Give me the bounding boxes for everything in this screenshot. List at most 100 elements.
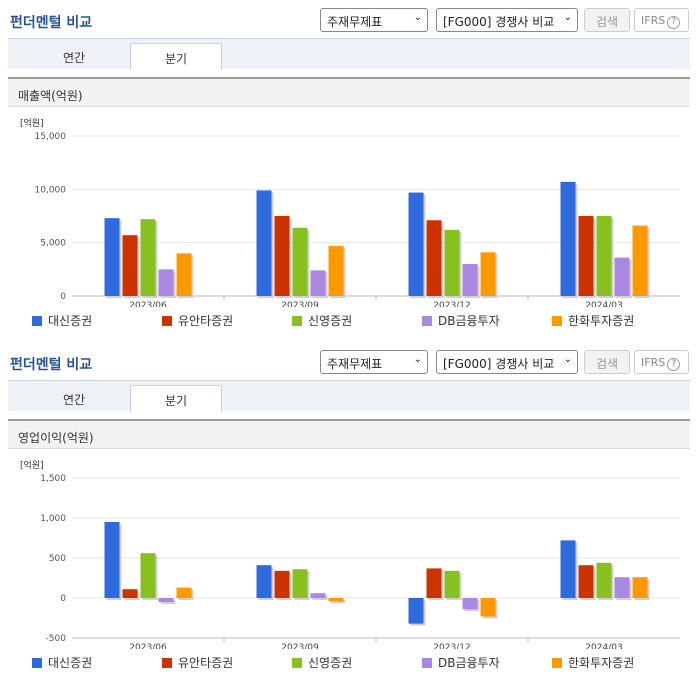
ifrs-help-button[interactable]: IFRS? bbox=[634, 8, 689, 32]
bar bbox=[560, 181, 576, 296]
search-button[interactable]: 검색 bbox=[584, 350, 630, 374]
legend-item[interactable]: 대신증권 bbox=[32, 312, 92, 329]
bar bbox=[426, 568, 442, 598]
x-tick-label: 2024/03 bbox=[585, 301, 622, 307]
bar bbox=[578, 565, 594, 598]
ifrs-help-button[interactable]: IFRS? bbox=[634, 350, 689, 374]
bar bbox=[176, 587, 192, 598]
help-icon: ? bbox=[667, 358, 681, 371]
bar bbox=[444, 229, 460, 296]
x-tick-label: 2024/03 bbox=[585, 643, 622, 649]
legend-swatch bbox=[32, 316, 42, 326]
search-button[interactable]: 검색 bbox=[584, 8, 630, 32]
legend-swatch bbox=[422, 658, 432, 668]
help-icon: ? bbox=[667, 16, 681, 29]
peer-select[interactable]: [FG000] 경쟁사 비교 ⌄ bbox=[436, 8, 578, 32]
legend-item[interactable]: 유안타증권 bbox=[162, 654, 233, 671]
legend-item[interactable]: 유안타증권 bbox=[162, 312, 233, 329]
y-tick-label: 5,000 bbox=[40, 239, 66, 249]
legend-item[interactable]: 신영증권 bbox=[292, 312, 352, 329]
legend-label: 대신증권 bbox=[48, 314, 93, 328]
bar bbox=[104, 522, 120, 598]
x-tick-label: 2023/06 bbox=[129, 301, 167, 307]
legend-label: DB금융투자 bbox=[438, 314, 500, 328]
chevron-down-icon: ⌄ bbox=[413, 12, 422, 23]
bar bbox=[104, 218, 120, 296]
bar bbox=[122, 235, 138, 296]
legend-label: 신영증권 bbox=[308, 656, 353, 670]
peer-select-value: [FG000] 경쟁사 비교 bbox=[443, 15, 555, 29]
y-tick-label: 15,000 bbox=[35, 132, 67, 142]
legend-swatch bbox=[32, 658, 42, 668]
legend-swatch bbox=[422, 316, 432, 326]
y-tick-label: 0 bbox=[60, 292, 66, 302]
bar bbox=[256, 190, 272, 296]
panel-title: 펀더멘털 비교 bbox=[10, 357, 93, 373]
bar bbox=[596, 216, 612, 296]
period-tabs: 연간 분기 bbox=[8, 380, 690, 412]
legend-item[interactable]: DB금융투자 bbox=[422, 312, 500, 329]
statement-select[interactable]: 주재무제표 ⌄ bbox=[320, 8, 428, 32]
legend-swatch bbox=[552, 316, 562, 326]
y-tick-label: 10,000 bbox=[35, 185, 67, 195]
bar bbox=[408, 192, 424, 296]
bar bbox=[158, 598, 174, 602]
bar bbox=[292, 569, 308, 598]
legend-swatch bbox=[292, 316, 302, 326]
peer-select-value: [FG000] 경쟁사 비교 bbox=[443, 357, 555, 371]
bar bbox=[256, 565, 272, 598]
tab-quarterly[interactable]: 분기 bbox=[130, 385, 222, 412]
y-tick-label: 0 bbox=[60, 594, 66, 604]
bar bbox=[480, 252, 496, 296]
y-axis-unit: [억원] bbox=[20, 117, 44, 129]
bar bbox=[614, 577, 630, 598]
legend-item[interactable]: 한화투자증권 bbox=[552, 654, 634, 671]
bar bbox=[122, 589, 138, 598]
legend-label: 유안타증권 bbox=[178, 314, 234, 328]
operating-income-panel: 펀더멘털 비교 주재무제표 ⌄ [FG000] 경쟁사 비교 ⌄ 검색 IFRS… bbox=[0, 342, 696, 449]
bar bbox=[176, 253, 192, 296]
bar bbox=[274, 570, 290, 598]
chart-subtitle: 매출액(억원) bbox=[8, 77, 690, 107]
tab-quarterly[interactable]: 분기 bbox=[130, 43, 222, 70]
legend-label: 대신증권 bbox=[48, 656, 93, 670]
tab-annual[interactable]: 연간 bbox=[62, 393, 86, 407]
bar bbox=[274, 216, 290, 296]
bar bbox=[578, 216, 594, 296]
y-tick-label: 500 bbox=[49, 554, 66, 564]
bar bbox=[426, 220, 442, 296]
x-tick-label: 2023/09 bbox=[281, 301, 319, 307]
bar bbox=[158, 269, 174, 296]
chevron-down-icon: ⌄ bbox=[413, 354, 422, 365]
panel-header: 펀더멘털 비교 주재무제표 ⌄ [FG000] 경쟁사 비교 ⌄ 검색 IFRS… bbox=[0, 0, 696, 34]
revenue-chart: [억원] 0 5,000 10,000 15,000 2023/06 2023/09 2023… bbox=[20, 117, 680, 307]
bar bbox=[462, 598, 478, 610]
peer-select[interactable]: [FG000] 경쟁사 비교 ⌄ bbox=[436, 350, 578, 374]
chart-subtitle: 영업이익(억원) bbox=[8, 419, 690, 449]
chevron-down-icon: ⌄ bbox=[563, 354, 572, 365]
legend-item[interactable]: 한화투자증권 bbox=[552, 312, 634, 329]
bar bbox=[310, 593, 326, 598]
bar bbox=[408, 598, 424, 624]
statement-select[interactable]: 주재무제표 ⌄ bbox=[320, 350, 428, 374]
bar bbox=[596, 562, 612, 598]
x-tick-label: 2023/12 bbox=[433, 643, 470, 649]
bar bbox=[632, 577, 648, 598]
legend-label: 한화투자증권 bbox=[568, 656, 635, 670]
tab-annual[interactable]: 연간 bbox=[62, 51, 86, 65]
legend-item[interactable]: DB금융투자 bbox=[422, 654, 500, 671]
legend-label: 유안타증권 bbox=[178, 656, 234, 670]
statement-select-value: 주재무제표 bbox=[327, 15, 383, 29]
chevron-down-icon: ⌄ bbox=[563, 12, 572, 23]
revenue-legend: 대신증권 유안타증권 신영증권 DB금융투자 한화투자증권 bbox=[0, 312, 696, 332]
legend-item[interactable]: 신영증권 bbox=[292, 654, 352, 671]
legend-item[interactable]: 대신증권 bbox=[32, 654, 92, 671]
bar bbox=[140, 553, 156, 598]
x-tick-label: 2023/06 bbox=[129, 643, 167, 649]
legend-swatch bbox=[162, 316, 172, 326]
bar bbox=[310, 270, 326, 296]
operating-income-legend: 대신증권 유안타증권 신영증권 DB금융투자 한화투자증권 bbox=[0, 654, 696, 674]
bar bbox=[480, 598, 496, 617]
y-tick-label: -500 bbox=[46, 634, 67, 644]
bar bbox=[140, 219, 156, 296]
